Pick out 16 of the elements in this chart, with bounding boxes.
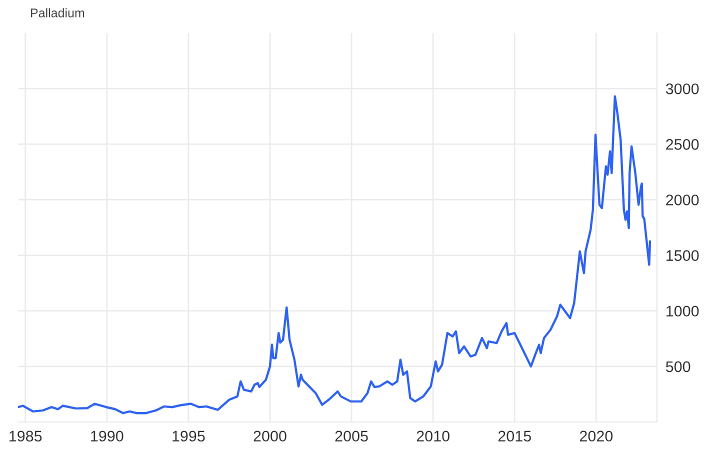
y-tick-label: 500 bbox=[666, 361, 690, 372]
x-tick-label: 2010 bbox=[416, 430, 450, 442]
x-tick-label: 1990 bbox=[91, 430, 124, 442]
chart-title: Palladium bbox=[31, 8, 84, 18]
line-series bbox=[18, 95, 652, 414]
y-tick-label: 3000 bbox=[666, 83, 699, 94]
x-tick-label: 1985 bbox=[10, 430, 42, 442]
x-tick-label: 2020 bbox=[580, 430, 613, 442]
x-tick-label: 2015 bbox=[498, 430, 531, 442]
x-tick-label: 2005 bbox=[335, 430, 368, 442]
y-tick-label: 1000 bbox=[666, 306, 699, 317]
y-tick-label: 1500 bbox=[666, 250, 699, 261]
x-tick-label: 1995 bbox=[172, 430, 205, 442]
x-tick-label: 2000 bbox=[254, 430, 286, 442]
y-tick-label: 2000 bbox=[666, 194, 699, 206]
y-tick-label: 2500 bbox=[666, 139, 699, 150]
